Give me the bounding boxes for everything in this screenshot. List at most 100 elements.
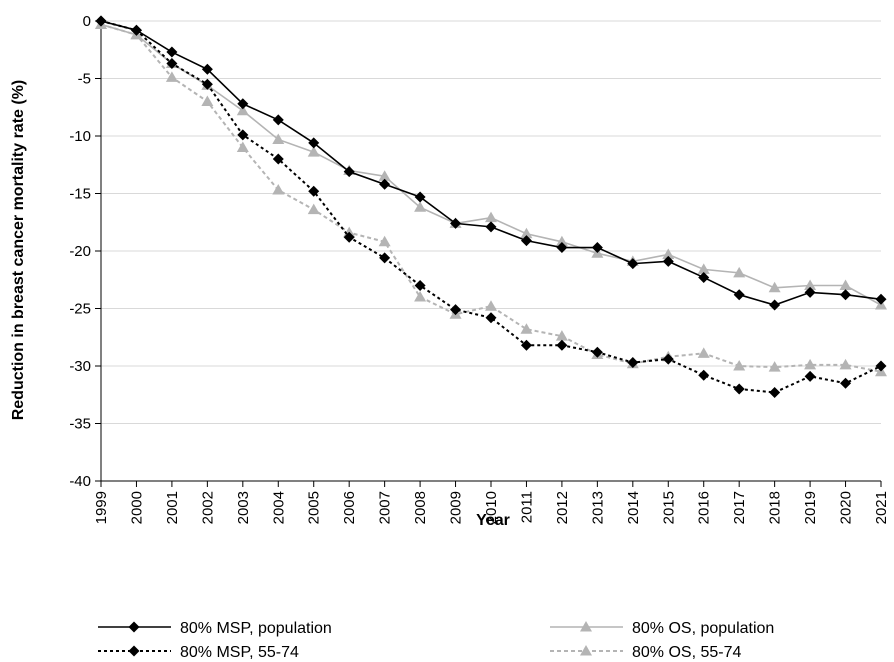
y-tick-label: -10	[69, 128, 91, 145]
data-point	[520, 227, 533, 239]
data-point	[95, 15, 107, 27]
y-tick-label: -40	[69, 473, 91, 490]
data-point	[414, 280, 426, 291]
x-tick-label: 2019	[802, 491, 819, 524]
x-tick-label: 2014	[625, 491, 642, 524]
x-tick-label: 2015	[660, 491, 677, 524]
x-tick-label: 2013	[589, 491, 606, 524]
data-point	[591, 346, 603, 358]
x-tick-label: 2011	[518, 491, 535, 523]
data-point	[769, 299, 781, 311]
data-point	[236, 141, 249, 152]
axes	[95, 20, 882, 487]
data-point	[556, 242, 568, 254]
data-point	[272, 133, 285, 144]
data-point	[237, 129, 249, 141]
x-tick-label: 2009	[448, 491, 465, 524]
data-point	[555, 330, 568, 341]
data-point	[201, 63, 213, 75]
data-point	[201, 95, 214, 106]
x-tick-label: 2005	[306, 491, 323, 524]
data-point	[697, 347, 710, 358]
series-line	[100, 23, 882, 373]
legend-item: 80% MSP, 55-74	[98, 644, 299, 661]
data-point	[236, 104, 249, 116]
data-point	[307, 146, 320, 157]
x-axis-title: Year	[476, 512, 510, 529]
data-point	[520, 339, 532, 351]
legend-marker	[128, 621, 140, 633]
data-point	[343, 166, 355, 178]
data-point	[272, 184, 285, 195]
data-point	[485, 312, 497, 324]
legend-item: 80% MSP, population	[98, 620, 332, 637]
x-tick-label: 2010	[483, 491, 500, 524]
series-2	[95, 15, 887, 398]
y-tick-label: -35	[69, 416, 91, 433]
data-point	[555, 235, 568, 247]
data-point	[414, 191, 426, 203]
series-line	[100, 20, 882, 306]
legend: 80% MSP, population 80% OS, population 80%…	[98, 620, 774, 661]
legend-item: 80% OS, population	[550, 620, 774, 637]
data-point	[130, 24, 142, 36]
data-point	[379, 252, 391, 264]
data-point	[804, 358, 817, 370]
data-point	[343, 231, 355, 243]
y-tick-label: -15	[69, 186, 91, 203]
x-tick-label: 2012	[554, 491, 571, 524]
data-point	[591, 242, 603, 254]
data-point	[875, 293, 887, 305]
x-tick-label: 2021	[873, 491, 890, 524]
legend-item: 80% OS, 55-74	[550, 644, 742, 661]
data-point	[769, 386, 781, 398]
data-point	[627, 258, 639, 270]
y-tick-labels: 0 -5 -10 -15 -20 -25 -30 -35 -40	[69, 13, 91, 490]
data-point	[556, 339, 568, 351]
data-point	[272, 114, 284, 126]
x-tick-label: 2004	[270, 491, 287, 524]
data-point	[768, 361, 781, 372]
legend-label: 80% OS, 55-74	[632, 644, 742, 661]
data-point	[379, 178, 391, 190]
data-point	[804, 279, 817, 290]
data-point	[698, 271, 710, 283]
data-point	[662, 255, 674, 267]
data-point	[698, 369, 710, 381]
data-point	[839, 358, 852, 370]
data-point	[839, 279, 852, 290]
data-point	[450, 304, 462, 316]
data-point	[733, 289, 745, 301]
x-tick-label: 2008	[412, 491, 429, 524]
data-point	[627, 357, 639, 369]
data-point	[378, 235, 391, 247]
data-point	[450, 217, 462, 229]
data-point	[166, 46, 178, 58]
data-point	[520, 323, 533, 334]
data-point	[804, 370, 816, 382]
x-tick-label: 2001	[164, 491, 181, 524]
data-point	[485, 211, 497, 223]
data-point	[804, 286, 816, 298]
series-layer	[95, 15, 887, 398]
data-point	[485, 221, 497, 233]
legend-label: 80% MSP, population	[180, 620, 332, 637]
y-tick-label: 0	[83, 13, 91, 30]
data-point	[414, 201, 427, 212]
legend-marker	[580, 645, 592, 656]
data-point	[875, 360, 887, 372]
data-point	[308, 185, 320, 197]
x-tick-label: 2006	[341, 491, 358, 524]
x-tick-label: 2020	[838, 491, 855, 524]
data-point	[768, 281, 781, 293]
data-point	[697, 263, 710, 274]
data-point	[414, 291, 427, 302]
data-point	[662, 248, 675, 259]
x-tick-label: 2017	[731, 491, 748, 524]
data-point	[520, 235, 532, 247]
legend-label: 80% MSP, 55-74	[180, 644, 299, 661]
data-point	[237, 98, 249, 110]
data-point	[378, 170, 391, 181]
data-point	[840, 289, 852, 301]
y-tick-label: -25	[69, 301, 91, 318]
